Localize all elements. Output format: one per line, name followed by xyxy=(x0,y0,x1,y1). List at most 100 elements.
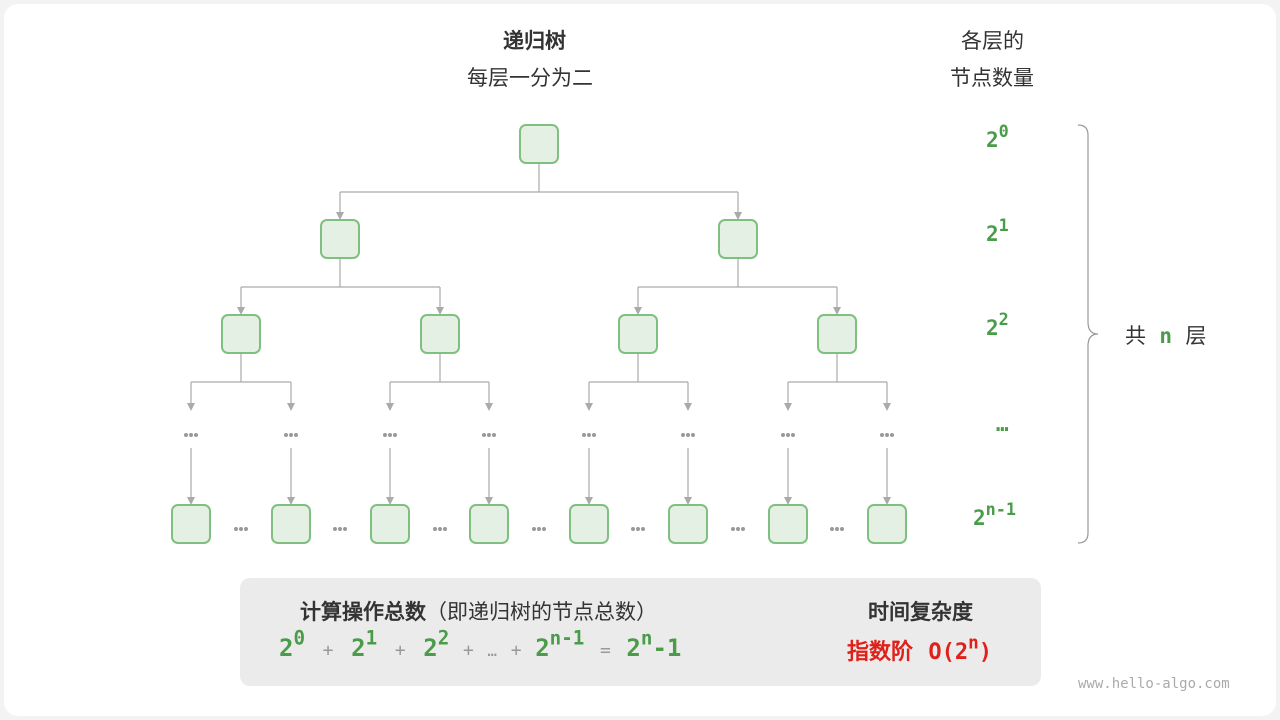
ellipsis-dot xyxy=(542,527,546,531)
watermark: www.hello-algo.com xyxy=(1078,676,1230,692)
ellipsis-dot xyxy=(343,527,347,531)
ellipsis-dot xyxy=(338,527,342,531)
arrow-head-icon xyxy=(287,403,295,411)
ellipsis-dot xyxy=(691,433,695,437)
complexity-heading: 时间复杂度 xyxy=(868,600,973,624)
tree-node xyxy=(817,314,857,354)
ellipsis-dot xyxy=(438,527,442,531)
ellipsis-dot xyxy=(835,527,839,531)
tree-node xyxy=(768,504,808,544)
tree-node xyxy=(271,504,311,544)
arrow-head-icon xyxy=(386,497,394,505)
ellipsis-dot xyxy=(681,433,685,437)
level-header-line1: 各层的 xyxy=(961,29,1024,53)
level-header-line2: 节点数量 xyxy=(950,66,1034,90)
ellipsis-dot xyxy=(433,527,437,531)
ellipsis-dot xyxy=(686,433,690,437)
ellipsis-dot xyxy=(781,433,785,437)
ellipsis-dot xyxy=(284,433,288,437)
arrow-head-icon xyxy=(634,307,642,315)
level-count-2: 22 xyxy=(986,308,1009,340)
ellipsis-dot xyxy=(184,433,188,437)
ellipsis-dot xyxy=(239,527,243,531)
tree-node xyxy=(519,124,559,164)
diagram-subtitle: 每层一分为二 xyxy=(467,66,593,90)
tree-node xyxy=(320,219,360,259)
level-count-1: 21 xyxy=(986,214,1009,246)
ellipsis-dot xyxy=(487,433,491,437)
ellipsis-dot xyxy=(294,433,298,437)
tree-node xyxy=(221,314,261,354)
summary-box xyxy=(240,578,1041,686)
level-count-0: 20 xyxy=(986,120,1009,152)
ellipsis-dot xyxy=(890,433,894,437)
ellipsis-dot xyxy=(383,433,387,437)
arrow-head-icon xyxy=(436,307,444,315)
arrow-head-icon xyxy=(883,403,891,411)
level-count-last: 2n-1 xyxy=(973,498,1016,530)
ellipsis-dot xyxy=(189,433,193,437)
ellipsis-dot xyxy=(885,433,889,437)
arrow-head-icon xyxy=(684,403,692,411)
tree-node xyxy=(469,504,509,544)
level-count-ellipsis: … xyxy=(996,412,1009,436)
tree-node xyxy=(569,504,609,544)
ellipsis-dot xyxy=(194,433,198,437)
ellipsis-dot xyxy=(636,527,640,531)
ellipsis-dot xyxy=(741,527,745,531)
arrow-head-icon xyxy=(336,212,344,220)
arrow-head-icon xyxy=(386,403,394,411)
brace-icon xyxy=(1077,124,1099,544)
ellipsis-dot xyxy=(880,433,884,437)
arrow-head-icon xyxy=(784,497,792,505)
ellipsis-dot xyxy=(830,527,834,531)
ellipsis-dot xyxy=(443,527,447,531)
arrow-head-icon xyxy=(734,212,742,220)
arrow-head-icon xyxy=(485,403,493,411)
ellipsis-dot xyxy=(587,433,591,437)
tree-node xyxy=(420,314,460,354)
arrow-head-icon xyxy=(833,307,841,315)
arrow-head-icon xyxy=(187,497,195,505)
ellipsis-dot xyxy=(840,527,844,531)
ellipsis-dot xyxy=(786,433,790,437)
tree-node xyxy=(668,504,708,544)
ellipsis-dot xyxy=(731,527,735,531)
ellipsis-dot xyxy=(582,433,586,437)
arrow-head-icon xyxy=(585,497,593,505)
ellipsis-dot xyxy=(244,527,248,531)
tree-node xyxy=(618,314,658,354)
ellipsis-dot xyxy=(537,527,541,531)
arrow-head-icon xyxy=(287,497,295,505)
arrow-head-icon xyxy=(485,497,493,505)
arrow-head-icon xyxy=(187,403,195,411)
ellipsis-dot xyxy=(482,433,486,437)
tree-node xyxy=(370,504,410,544)
ellipsis-dot xyxy=(388,433,392,437)
ellipsis-dot xyxy=(592,433,596,437)
summary-formula: 20 + 21 + 22 + … + 2n-1 = 2n-1 xyxy=(279,626,682,662)
ellipsis-dot xyxy=(532,527,536,531)
diagram-title: 递归树 xyxy=(503,29,566,53)
tree-node xyxy=(867,504,907,544)
arrow-head-icon xyxy=(585,403,593,411)
ellipsis-dot xyxy=(492,433,496,437)
ellipsis-dot xyxy=(631,527,635,531)
ellipsis-dot xyxy=(289,433,293,437)
total-layers-label: 共 n 层 xyxy=(1125,324,1207,348)
arrow-head-icon xyxy=(883,497,891,505)
tree-node xyxy=(171,504,211,544)
tree-node xyxy=(718,219,758,259)
complexity-value: 指数阶 O(2n) xyxy=(847,633,992,665)
ellipsis-dot xyxy=(234,527,238,531)
ellipsis-dot xyxy=(641,527,645,531)
arrow-head-icon xyxy=(784,403,792,411)
summary-heading: 计算操作总数（即递归树的节点总数） xyxy=(300,600,657,624)
arrow-head-icon xyxy=(684,497,692,505)
ellipsis-dot xyxy=(791,433,795,437)
ellipsis-dot xyxy=(333,527,337,531)
ellipsis-dot xyxy=(393,433,397,437)
arrow-head-icon xyxy=(237,307,245,315)
ellipsis-dot xyxy=(736,527,740,531)
